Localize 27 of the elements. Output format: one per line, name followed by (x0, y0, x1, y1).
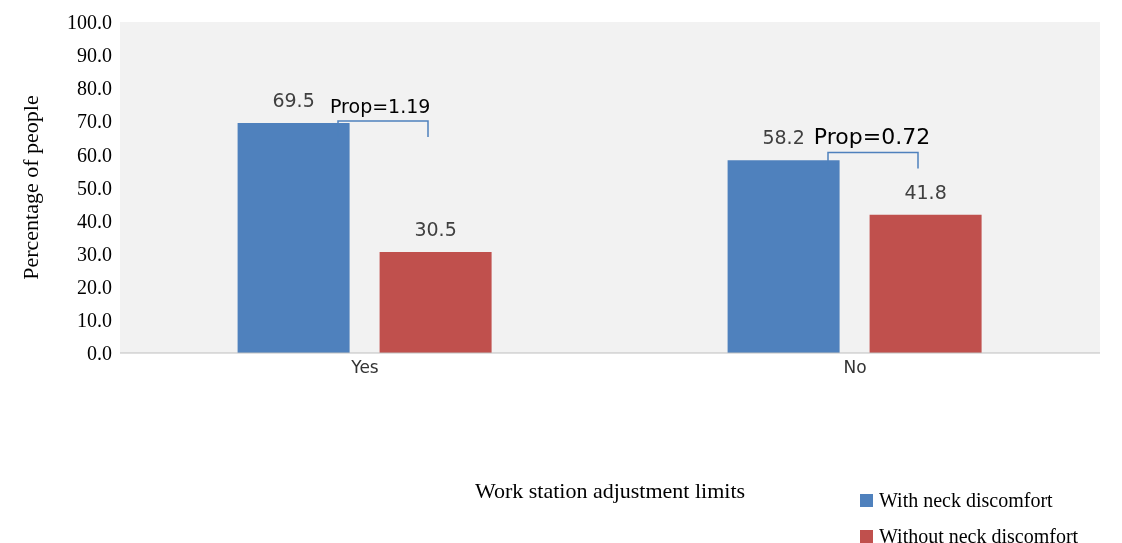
x-tick-label: Yes (350, 357, 379, 378)
y-tick-label: 10.0 (77, 309, 112, 331)
x-axis-title: Work station adjustment limits (474, 478, 746, 503)
x-tick-label: No (843, 357, 867, 378)
data-label: 69.5 (272, 88, 315, 111)
y-tick-label: 0.0 (87, 342, 112, 365)
bar (727, 160, 840, 353)
bar (869, 214, 982, 353)
data-label: 30.5 (414, 218, 457, 241)
y-tick-label: 100.0 (67, 11, 112, 34)
y-tick-label: 20.0 (77, 275, 112, 298)
bar (237, 122, 350, 353)
data-label: 58.2 (762, 126, 805, 149)
legend-label: With neck discomfort (878, 487, 1054, 513)
y-axis-title: Percentage of people (17, 95, 43, 280)
annotation: Prop=1.19 (330, 94, 431, 117)
bar (379, 252, 492, 353)
y-tick-label: 90.0 (77, 44, 112, 67)
data-label: 41.8 (904, 180, 947, 203)
annotation: Prop=0.72 (813, 124, 931, 150)
legend-label: Without neck discomfort (878, 523, 1080, 543)
y-tick-label: 30.0 (77, 242, 112, 265)
y-tick-label: 40.0 (77, 209, 112, 232)
y-tick-label: 50.0 (77, 176, 112, 199)
y-tick-label: 80.0 (77, 77, 112, 100)
y-tick-label: 60.0 (77, 143, 112, 166)
y-tick-label: 70.0 (77, 110, 112, 133)
